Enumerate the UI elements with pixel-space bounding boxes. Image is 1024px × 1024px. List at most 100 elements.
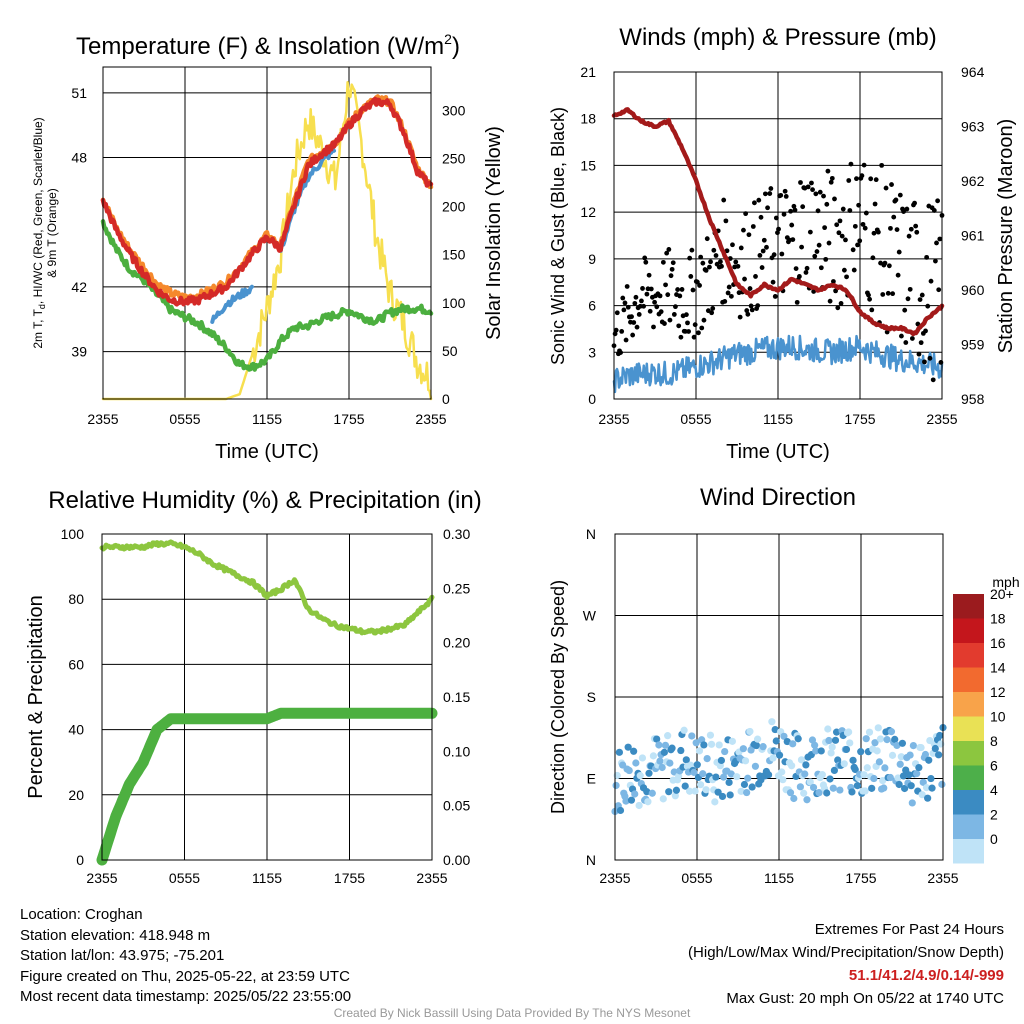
gust-point <box>625 304 631 310</box>
gust-point <box>676 323 682 329</box>
direction-point <box>840 760 848 768</box>
gust-point <box>707 264 712 270</box>
winds-x-ticks: 2355 0555 1155 1755 2355 <box>598 411 957 427</box>
gust-point <box>647 308 653 314</box>
y2-tick-label: 150 <box>442 247 466 263</box>
gust-point <box>799 244 804 250</box>
gust-point <box>623 337 629 343</box>
direction-point <box>700 741 708 749</box>
gust-point <box>793 266 799 272</box>
gust-point <box>810 187 815 193</box>
gust-point <box>758 214 764 220</box>
gust-point <box>687 255 693 261</box>
y-tick-label: 6 <box>588 298 596 314</box>
y2-tick-label: 961 <box>961 228 985 244</box>
direction-point <box>733 773 741 781</box>
gust-point <box>669 266 675 272</box>
direction-point <box>874 724 882 732</box>
direction-point <box>832 728 841 736</box>
temperature-y-label-line1: 2m T, Td, HI/WC (Red, Green, Scarlet/Blu… <box>31 117 47 348</box>
y-tick-label: 0 <box>588 391 596 407</box>
y2-tick-label: 964 <box>961 64 985 80</box>
series-rh <box>99 539 435 636</box>
gust-point <box>880 292 886 297</box>
direction-point <box>918 791 926 799</box>
direction-point <box>672 786 681 794</box>
direction-point <box>893 741 901 750</box>
gust-point <box>630 332 636 338</box>
direction-point <box>668 744 676 752</box>
gust-point <box>904 206 910 212</box>
gust-point <box>670 260 676 266</box>
direction-point <box>853 782 862 790</box>
direction-point <box>876 735 885 743</box>
gust-point <box>934 240 939 246</box>
gust-point <box>640 286 645 291</box>
station-location: Location: Croghan <box>20 906 143 923</box>
humidity-y-ticks: 0 20 40 60 80 100 <box>61 526 85 868</box>
legend-label: 8 <box>990 733 998 749</box>
direction-point <box>666 759 674 767</box>
gust-point <box>684 312 689 318</box>
wind-direction-x-ticks: 2355 0555 1155 1755 2355 <box>599 870 958 886</box>
direction-point <box>788 762 796 770</box>
wind-direction-y-label: Direction (Colored By Speed) <box>548 580 568 814</box>
gust-point <box>846 178 852 183</box>
direction-point <box>739 745 747 753</box>
gust-point <box>755 303 761 308</box>
direction-point <box>906 751 914 759</box>
direction-point <box>690 768 698 776</box>
direction-point <box>796 783 804 791</box>
direction-point <box>848 788 856 796</box>
y-tick-label: 9 <box>588 251 596 267</box>
y-tick-label: 48 <box>71 150 87 166</box>
direction-point <box>616 806 625 815</box>
direction-point <box>771 725 779 734</box>
gust-point <box>761 237 767 243</box>
direction-point <box>881 764 889 772</box>
legend-label: 10 <box>990 709 1006 725</box>
legend-label: 16 <box>990 635 1006 651</box>
y-tick-label: 0 <box>76 852 84 868</box>
y2-tick-label: 200 <box>442 199 466 215</box>
gust-point <box>646 272 652 278</box>
recent-timestamp: Most recent data timestamp: 2025/05/22 2… <box>20 988 352 1005</box>
direction-point <box>830 766 838 775</box>
gust-point <box>634 324 640 330</box>
direction-point <box>826 775 834 783</box>
gust-point <box>844 274 849 280</box>
direction-point <box>778 768 786 776</box>
direction-point <box>703 755 711 763</box>
direction-point <box>812 747 820 755</box>
winds-series <box>611 107 945 394</box>
legend-swatch <box>953 692 984 717</box>
direction-point <box>718 792 727 801</box>
direction-point <box>815 789 823 797</box>
gust-point <box>629 314 634 320</box>
direction-point <box>630 747 638 755</box>
direction-point <box>780 732 788 740</box>
direction-point <box>627 796 636 804</box>
gust-point <box>756 197 762 203</box>
gust-point <box>824 201 830 207</box>
gust-point <box>767 191 773 196</box>
gust-point <box>883 185 889 191</box>
gust-point <box>906 233 912 239</box>
gust-point <box>742 276 747 282</box>
gust-point <box>931 208 937 213</box>
direction-point <box>680 726 688 734</box>
gust-point <box>621 307 627 313</box>
gust-point <box>637 303 643 309</box>
x-tick-label: 2355 <box>87 411 118 427</box>
gust-point <box>885 290 891 296</box>
gust-point <box>872 201 878 207</box>
gust-point <box>651 324 656 330</box>
gust-point <box>660 259 666 265</box>
series-sonic-wind <box>612 334 944 394</box>
direction-point <box>720 773 728 781</box>
gust-point <box>879 162 885 168</box>
gust-point <box>757 253 763 258</box>
direction-point <box>842 745 851 754</box>
humidity-y-label: Percent & Precipitation <box>25 595 47 798</box>
gust-point <box>889 182 894 187</box>
